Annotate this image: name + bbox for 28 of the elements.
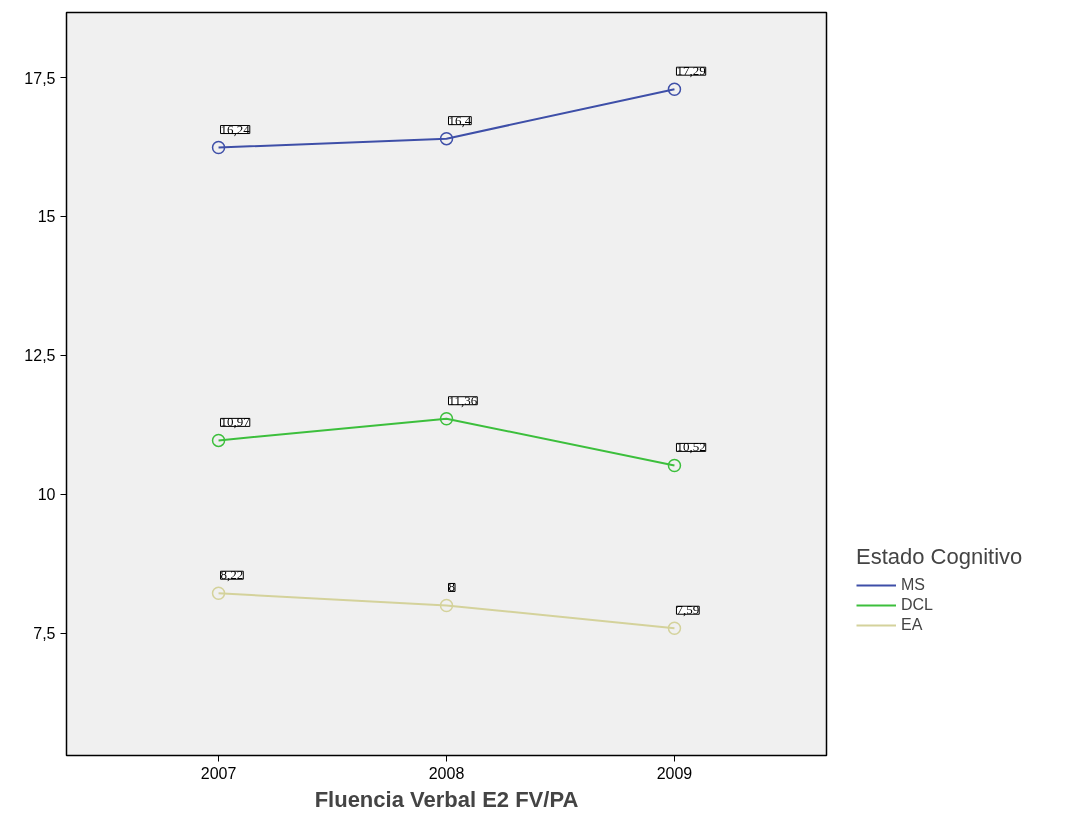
point: [439, 598, 454, 613]
x-tick-label: 2007: [200, 764, 237, 782]
data-label: 10,52: [676, 439, 706, 455]
legend-label: MS: [901, 576, 925, 594]
y-tick-label: 12,5: [24, 347, 56, 365]
legend-label: DCL: [901, 596, 934, 614]
data-label: 16,4: [448, 112, 472, 128]
point: [667, 82, 682, 96]
point: [439, 411, 454, 426]
data-label: 11,36: [448, 392, 478, 408]
point: [211, 586, 226, 600]
data-label: 8: [448, 579, 455, 595]
point: [211, 433, 226, 448]
data-label: 7,59: [676, 602, 700, 618]
x-tick-label: 2008: [428, 764, 465, 782]
data-label: 8,22: [220, 567, 244, 583]
y-tick-label: 15: [37, 208, 56, 226]
y-tick-label: 7,5: [33, 625, 56, 643]
y-tick-label: 10: [37, 486, 56, 504]
x-axis-title: Fluencia Verbal E2 FV/PA: [314, 786, 579, 812]
x-tick-label: 2009: [656, 764, 693, 782]
point: [667, 621, 682, 635]
point: [667, 458, 682, 473]
point: [211, 140, 226, 155]
y-tick-label: 17,5: [24, 69, 56, 87]
point: [439, 131, 454, 146]
legend-title: Estado Cognitivo: [856, 544, 1023, 570]
legend-label: EA: [901, 616, 923, 634]
